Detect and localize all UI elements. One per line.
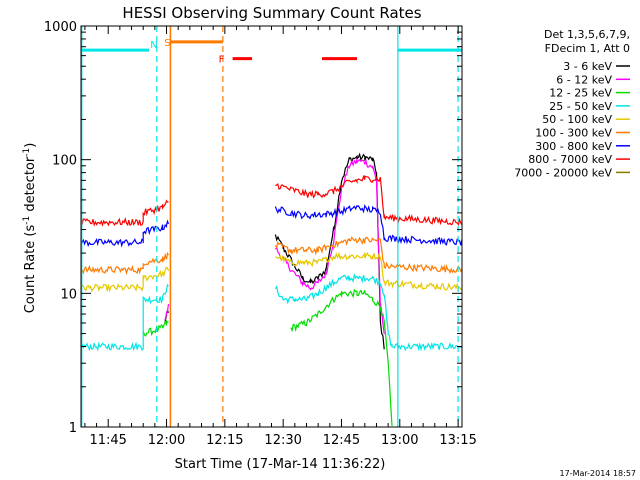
legend-entry: 50 - 100 keV bbox=[542, 113, 612, 126]
x-tick-label: 12:15 bbox=[206, 433, 243, 448]
f-annotation: F bbox=[219, 55, 225, 66]
legend-header: Det 1,3,5,6,7,9, bbox=[544, 28, 630, 41]
series-line bbox=[81, 174, 462, 227]
x-axis: 11:45 12:00 12:15 12:30 12:45 13:00 13:15 bbox=[84, 26, 477, 448]
x-tick-label: 13:00 bbox=[381, 433, 418, 448]
x-tick-label: 12:30 bbox=[264, 433, 301, 448]
series-line bbox=[164, 158, 385, 335]
x-tick-label: 13:15 bbox=[439, 433, 476, 448]
series-line bbox=[164, 152, 385, 350]
legend-entry: 6 - 12 keV bbox=[556, 73, 612, 86]
s-annotation: S bbox=[164, 38, 170, 49]
legend-entry: 300 - 800 keV bbox=[535, 140, 612, 153]
y-axis: 1 10 100 1000 bbox=[44, 20, 462, 436]
x-tick-label: 11:45 bbox=[89, 433, 126, 448]
x-axis-label: Start Time (17-Mar-14 11:36:22) bbox=[175, 457, 386, 472]
legend: Det 1,3,5,6,7,9,FDecim 1, Att 0 3 - 6 keV… bbox=[514, 28, 630, 179]
annotation-layer: N S F bbox=[81, 26, 462, 427]
x-tick-label: 12:45 bbox=[323, 433, 360, 448]
n-annotation: N bbox=[150, 40, 157, 51]
series-line bbox=[81, 251, 462, 293]
legend-header: FDecim 1, Att 0 bbox=[545, 42, 630, 55]
legend-entry: 800 - 7000 keV bbox=[528, 153, 612, 166]
legend-entry: 12 - 25 keV bbox=[549, 87, 612, 100]
chart-title: HESSI Observing Summary Count Rates bbox=[122, 4, 421, 22]
plot-frame bbox=[80, 25, 463, 428]
series-line bbox=[81, 236, 462, 276]
legend-entry: 7000 - 20000 keV bbox=[514, 166, 612, 179]
series-line bbox=[81, 204, 462, 248]
y-axis-label: Count Rate (s-1 detector-1) bbox=[22, 143, 38, 314]
legend-entry: 3 - 6 keV bbox=[563, 60, 612, 73]
series-line bbox=[81, 273, 462, 352]
y-tick-label: 1000 bbox=[44, 20, 77, 35]
y-tick-label: 10 bbox=[60, 287, 77, 302]
legend-entry: 25 - 50 keV bbox=[549, 100, 612, 113]
y-tick-label: 100 bbox=[52, 154, 77, 169]
x-tick-label: 12:00 bbox=[148, 433, 185, 448]
series-line bbox=[142, 288, 393, 426]
y-tick-label: 1 bbox=[69, 421, 77, 436]
legend-entry: 100 - 300 keV bbox=[535, 127, 612, 140]
timestamp-label: 17-Mar-2014 18:57 bbox=[560, 469, 637, 478]
series-layer bbox=[81, 152, 462, 426]
